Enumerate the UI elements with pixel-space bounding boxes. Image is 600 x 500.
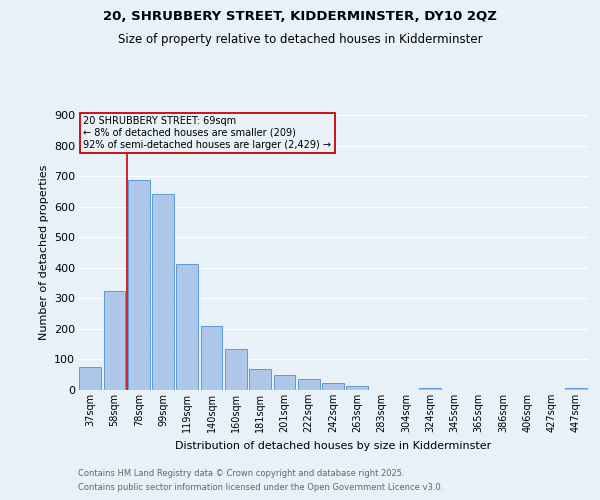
Bar xyxy=(346,386,368,390)
Bar xyxy=(176,264,198,390)
Bar xyxy=(322,384,344,390)
Bar xyxy=(419,388,441,390)
Bar xyxy=(128,180,149,390)
Text: 20, SHRUBBERY STREET, KIDDERMINSTER, DY10 2QZ: 20, SHRUBBERY STREET, KIDDERMINSTER, DY1… xyxy=(103,10,497,23)
Text: 20 SHRUBBERY STREET: 69sqm
← 8% of detached houses are smaller (209)
92% of semi: 20 SHRUBBERY STREET: 69sqm ← 8% of detac… xyxy=(83,116,331,150)
Text: Contains public sector information licensed under the Open Government Licence v3: Contains public sector information licen… xyxy=(78,484,443,492)
X-axis label: Distribution of detached houses by size in Kidderminster: Distribution of detached houses by size … xyxy=(175,440,491,450)
Bar xyxy=(249,368,271,390)
Text: Size of property relative to detached houses in Kidderminster: Size of property relative to detached ho… xyxy=(118,32,482,46)
Text: Contains HM Land Registry data © Crown copyright and database right 2025.: Contains HM Land Registry data © Crown c… xyxy=(78,468,404,477)
Bar xyxy=(104,290,125,390)
Y-axis label: Number of detached properties: Number of detached properties xyxy=(38,165,49,340)
Bar xyxy=(200,326,223,390)
Bar xyxy=(152,194,174,390)
Bar xyxy=(298,380,320,390)
Bar xyxy=(225,349,247,390)
Bar xyxy=(79,367,101,390)
Bar xyxy=(565,388,587,390)
Bar xyxy=(274,376,295,390)
